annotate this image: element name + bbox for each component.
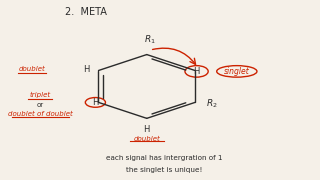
Text: doublet: doublet [133, 136, 160, 142]
Text: 2.  META: 2. META [65, 7, 107, 17]
Text: each signal has intergration of 1: each signal has intergration of 1 [106, 155, 222, 161]
Text: H: H [193, 67, 200, 76]
Text: the singlet is unique!: the singlet is unique! [125, 167, 202, 173]
Text: $R_1$: $R_1$ [144, 33, 156, 46]
Text: H: H [83, 65, 89, 74]
Text: singlet: singlet [224, 67, 250, 76]
Text: or: or [36, 102, 44, 108]
Text: $R_2$: $R_2$ [206, 98, 218, 110]
Text: triplet: triplet [29, 92, 51, 98]
Text: doublet of doublet: doublet of doublet [8, 111, 72, 117]
Text: H: H [92, 98, 99, 107]
Text: H: H [144, 125, 150, 134]
Text: doublet: doublet [19, 66, 45, 72]
